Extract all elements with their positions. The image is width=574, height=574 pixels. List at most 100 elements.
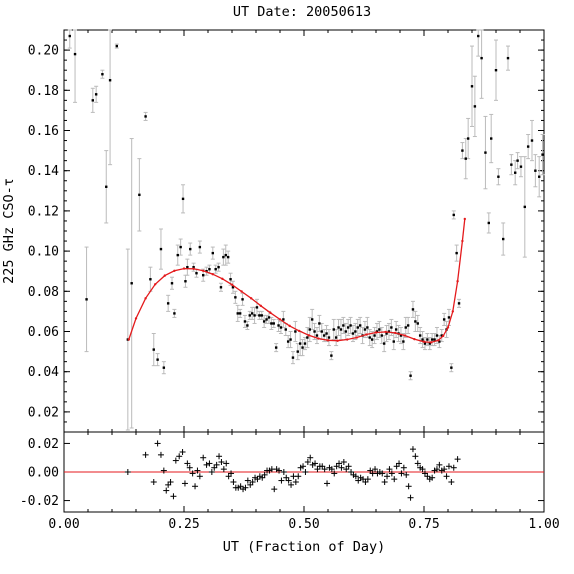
x-tick-label: 1.00 (528, 517, 559, 532)
data-point (421, 338, 424, 341)
data-point (320, 330, 323, 333)
data-points (68, 34, 544, 377)
x-axis-label: UT (Fraction of Day) (223, 539, 386, 555)
fit-marker (173, 269, 176, 272)
data-point (390, 326, 393, 329)
data-point (354, 330, 357, 333)
fit-marker (451, 310, 454, 313)
data-point (414, 320, 417, 323)
fit-marker (250, 297, 253, 300)
data-point (219, 286, 223, 289)
fit-marker (442, 334, 445, 338)
data-point (130, 282, 133, 285)
data-point (282, 318, 285, 321)
data-point (211, 251, 214, 255)
fit-marker (127, 338, 130, 341)
data-point (241, 298, 244, 301)
data-point (231, 286, 235, 289)
data-point (224, 253, 227, 257)
data-point (289, 338, 292, 341)
data-point (435, 334, 439, 337)
data-point (368, 336, 371, 339)
fit-marker (384, 330, 387, 334)
data-point (248, 314, 251, 317)
data-point (284, 328, 287, 331)
data-point (313, 330, 316, 333)
data-point (286, 340, 290, 343)
data-point (490, 137, 493, 140)
data-point (442, 318, 446, 321)
data-point (291, 356, 295, 359)
data-point (356, 326, 359, 329)
data-point (426, 338, 429, 341)
data-point (428, 342, 431, 345)
fit-marker (298, 329, 301, 333)
fit-marker (278, 318, 282, 321)
data-point (373, 334, 376, 337)
data-point (186, 265, 189, 269)
data-point (279, 326, 283, 329)
data-point (296, 350, 299, 353)
data-point (144, 115, 147, 118)
data-point (243, 320, 247, 323)
data-point (265, 318, 268, 321)
data-point (170, 282, 174, 285)
data-point (156, 358, 159, 361)
data-point (370, 338, 374, 341)
data-point (418, 334, 422, 337)
fit-curve-markers (127, 217, 466, 344)
data-point (195, 272, 198, 275)
data-point (366, 326, 369, 329)
data-point (416, 322, 419, 325)
data-point (423, 342, 427, 345)
data-point (68, 34, 71, 38)
fit-marker (346, 338, 349, 341)
data-point (487, 221, 490, 225)
data-point (301, 346, 304, 349)
fit-marker (230, 283, 234, 286)
data-point (480, 56, 483, 60)
data-point (159, 247, 163, 251)
data-point (229, 278, 232, 281)
y-tick-label: 0.08 (28, 285, 59, 300)
data-point (430, 338, 434, 341)
data-point (502, 237, 505, 241)
data-point (325, 332, 328, 335)
data-point (270, 322, 273, 325)
data-point (253, 314, 256, 317)
data-point (260, 314, 263, 317)
fit-marker (317, 337, 320, 340)
data-point (523, 205, 526, 209)
y-tick-label: 0.02 (28, 405, 59, 420)
data-point (392, 340, 395, 343)
data-point (105, 185, 108, 188)
data-point (149, 278, 152, 281)
data-point (404, 326, 407, 329)
data-point (342, 324, 345, 327)
data-point (85, 298, 88, 301)
data-point (382, 342, 386, 345)
fit-marker (221, 277, 224, 281)
residual-tick-label: -0.02 (20, 494, 59, 509)
data-point (351, 332, 355, 335)
data-point (166, 302, 170, 305)
data-point (330, 354, 333, 357)
fit-marker (134, 317, 138, 320)
x-tick-label: 0.00 (48, 517, 79, 532)
residual-points (124, 440, 461, 501)
data-point (315, 334, 319, 337)
data-point (534, 169, 537, 172)
data-point (457, 302, 461, 305)
data-point (440, 334, 443, 337)
data-point (402, 340, 405, 343)
x-tick-label: 0.75 (408, 517, 439, 532)
data-point (477, 34, 480, 38)
data-point (378, 328, 381, 331)
y-axis-label: 225 GHz CSO-τ (1, 178, 17, 284)
fit-marker (461, 239, 464, 243)
data-point (516, 159, 519, 162)
data-point (452, 213, 455, 217)
fit-marker (202, 269, 205, 272)
data-point (385, 332, 388, 335)
data-point (497, 175, 500, 178)
